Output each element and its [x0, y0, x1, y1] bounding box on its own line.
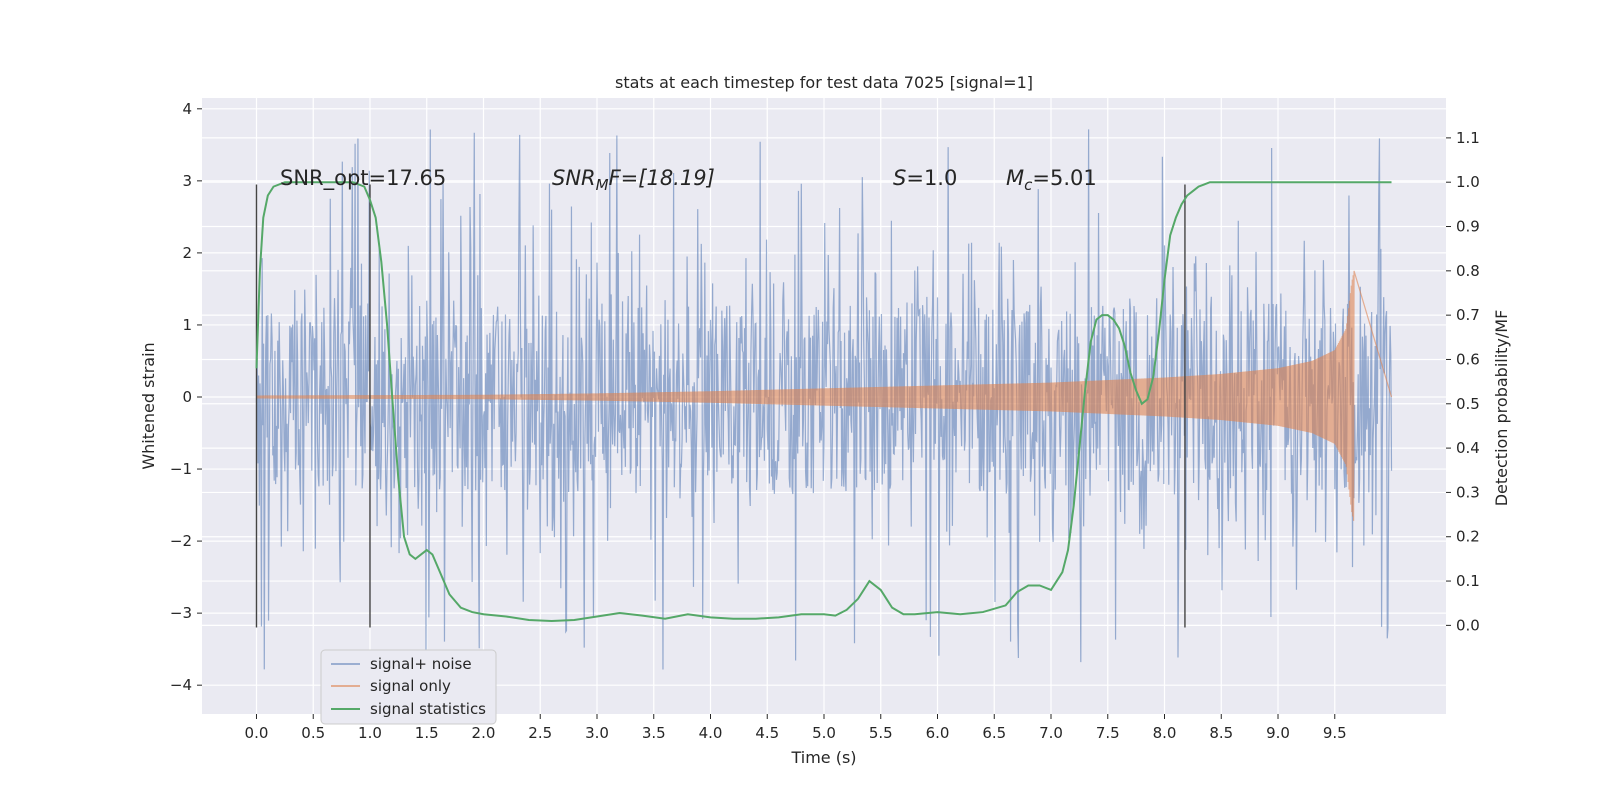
signal-statistics-series [255, 181, 1392, 622]
y-tick-label-5: 1 [182, 316, 192, 334]
y2-tick-label-5: 0.5 [1456, 395, 1480, 413]
y-tick-label-3: −1 [170, 460, 192, 478]
annotation-snr-mf-pre: SNR [552, 166, 596, 190]
y-tick-label-6: 2 [182, 244, 192, 262]
annotation-s-post: =1.0 [906, 166, 957, 190]
y-axis-ticks: −4 −3 −2 −1 0 1 2 3 4 [170, 100, 202, 694]
y2-tick-label-9: 0.9 [1456, 218, 1480, 236]
annotation-snr-mf: SNRMF=[18.19] [552, 166, 715, 194]
x-tick-label-5: 2.5 [528, 724, 552, 742]
y2-tick-label-8: 0.8 [1456, 262, 1480, 280]
y2-tick-label-10: 1.0 [1456, 173, 1480, 191]
y2-tick-label-7: 0.7 [1456, 306, 1480, 324]
x-tick-label-17: 8.5 [1209, 724, 1233, 742]
x-tick-label-13: 6.5 [982, 724, 1006, 742]
x-tick-label-11: 5.5 [869, 724, 893, 742]
y2-tick-label-0: 0.0 [1456, 616, 1480, 634]
legend-label-stats: signal statistics [370, 700, 486, 718]
x-tick-label-0: 0.0 [245, 724, 269, 742]
annotation-mc-sub: c [1024, 176, 1033, 194]
y-tick-label-0: −4 [170, 676, 192, 694]
y2-tick-label-4: 0.4 [1456, 439, 1480, 457]
annotation-s-pre: S [893, 166, 906, 190]
annotation-snr-opt: SNR_opt=17.65 [280, 166, 446, 191]
x-tick-label-12: 6.0 [926, 724, 950, 742]
legend-label-signal: signal only [370, 677, 451, 695]
annotation-mc: Mc=5.01 [1006, 166, 1097, 194]
chart-title: stats at each timestep for test data 702… [615, 73, 1033, 92]
x-tick-label-7: 3.5 [642, 724, 666, 742]
x-tick-label-10: 5.0 [812, 724, 836, 742]
y-tick-label-4: 0 [182, 388, 192, 406]
x-tick-label-3: 1.5 [415, 724, 439, 742]
signal-statistics-line [255, 181, 1392, 622]
vertical-marker-lines [255, 184, 1186, 628]
x-tick-label-6: 3.0 [585, 724, 609, 742]
x-tick-label-16: 8.0 [1153, 724, 1177, 742]
x-tick-label-18: 9.0 [1266, 724, 1290, 742]
annotation-s: S=1.0 [893, 166, 957, 190]
legend-box [320, 649, 497, 725]
y2-tick-label-1: 0.1 [1456, 572, 1480, 590]
x-tick-label-19: 9.5 [1323, 724, 1347, 742]
y2-axis-ticks: 0.0 0.1 0.2 0.3 0.4 0.5 0.6 0.7 0.8 0.9 1.0 1.1 [1446, 129, 1480, 634]
y2-tick-label-6: 0.6 [1456, 350, 1480, 368]
x-axis-label: Time (s) [790, 748, 856, 767]
y2-tick-label-2: 0.2 [1456, 528, 1480, 546]
legend: signal+ noise signal only signal statist… [320, 649, 497, 725]
annotation-snr-mf-sub: M [596, 176, 609, 194]
y2-tick-label-3: 0.3 [1456, 483, 1480, 501]
x-tick-label-9: 4.5 [755, 724, 779, 742]
annotation-mc-pre: M [1006, 166, 1024, 190]
x-tick-label-15: 7.5 [1096, 724, 1120, 742]
annotation-mc-post: =5.01 [1032, 166, 1096, 190]
x-tick-label-2: 1.0 [358, 724, 382, 742]
x-axis-ticks: 0.0 0.5 1.0 1.5 2.0 2.5 3.0 3.5 4.0 4.5 5.0 5.5 6.0 6… [245, 714, 1347, 742]
y-tick-label-8: 4 [182, 100, 192, 118]
signal-only-series [255, 270, 1393, 521]
x-tick-label-8: 4.0 [699, 724, 723, 742]
y2-tick-label-11: 1.1 [1456, 129, 1480, 147]
signal-only-line [255, 270, 1393, 521]
y2-axis-label: Detection probability/MF [1492, 310, 1511, 507]
y-tick-label-2: −2 [170, 532, 192, 550]
x-tick-label-14: 7.0 [1039, 724, 1063, 742]
annotation-snr-mf-post: F=[18.19] [609, 166, 715, 190]
y-axis-label: Whitened strain [139, 342, 158, 469]
x-tick-label-1: 0.5 [301, 724, 325, 742]
y-tick-label-1: −3 [170, 604, 192, 622]
y-tick-label-7: 3 [182, 172, 192, 190]
x-tick-label-4: 2.0 [472, 724, 496, 742]
legend-label-noise: signal+ noise [370, 655, 472, 673]
